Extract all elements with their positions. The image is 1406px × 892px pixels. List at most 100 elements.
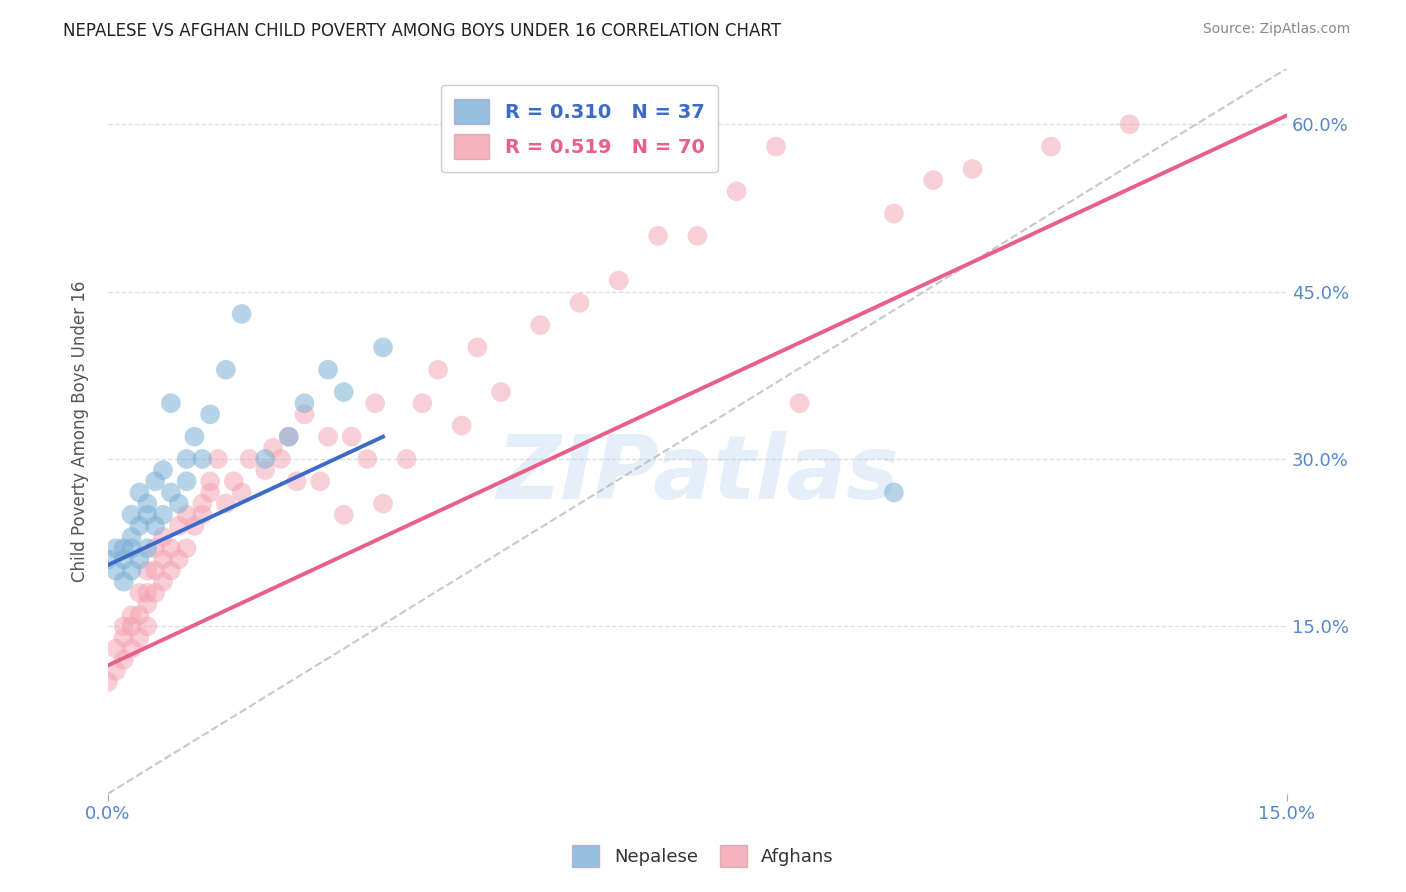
Point xyxy=(411,396,433,410)
Point xyxy=(607,273,630,287)
Point xyxy=(883,485,905,500)
Point xyxy=(765,139,787,153)
Point xyxy=(198,475,221,489)
Point xyxy=(191,497,214,511)
Point xyxy=(97,552,120,566)
Point xyxy=(1118,117,1140,131)
Point xyxy=(128,631,150,645)
Point xyxy=(183,430,205,444)
Point xyxy=(427,363,450,377)
Point xyxy=(529,318,551,332)
Point xyxy=(104,564,127,578)
Point xyxy=(686,228,709,243)
Point xyxy=(152,552,174,566)
Point xyxy=(136,597,159,611)
Point xyxy=(112,552,135,566)
Point xyxy=(294,408,316,422)
Point xyxy=(207,452,229,467)
Point xyxy=(285,475,308,489)
Point xyxy=(270,452,292,467)
Point xyxy=(143,586,166,600)
Point xyxy=(104,664,127,678)
Y-axis label: Child Poverty Among Boys Under 16: Child Poverty Among Boys Under 16 xyxy=(72,280,89,582)
Legend: Nepalese, Afghans: Nepalese, Afghans xyxy=(565,838,841,874)
Point xyxy=(136,586,159,600)
Point xyxy=(112,541,135,556)
Point xyxy=(128,608,150,623)
Point xyxy=(191,508,214,522)
Point xyxy=(789,396,811,410)
Point xyxy=(215,363,238,377)
Point xyxy=(176,475,198,489)
Point xyxy=(883,206,905,220)
Point xyxy=(143,564,166,578)
Point xyxy=(176,452,198,467)
Point xyxy=(128,519,150,533)
Point xyxy=(160,396,183,410)
Point xyxy=(152,574,174,589)
Point xyxy=(121,608,143,623)
Point xyxy=(104,541,127,556)
Point xyxy=(160,564,183,578)
Point xyxy=(167,497,190,511)
Point xyxy=(152,508,174,522)
Point xyxy=(725,184,748,198)
Point xyxy=(121,641,143,656)
Point xyxy=(152,463,174,477)
Point xyxy=(922,173,945,187)
Point xyxy=(277,430,299,444)
Point xyxy=(121,619,143,633)
Point xyxy=(231,307,253,321)
Point xyxy=(467,340,489,354)
Point xyxy=(231,485,253,500)
Point xyxy=(128,552,150,566)
Point xyxy=(112,619,135,633)
Point xyxy=(183,519,205,533)
Point xyxy=(222,475,245,489)
Point xyxy=(489,385,512,400)
Point xyxy=(143,475,166,489)
Point xyxy=(136,508,159,522)
Point xyxy=(97,675,120,690)
Point xyxy=(332,385,354,400)
Point xyxy=(136,497,159,511)
Point xyxy=(160,485,183,500)
Point xyxy=(395,452,418,467)
Point xyxy=(143,519,166,533)
Point xyxy=(294,396,316,410)
Point xyxy=(371,340,394,354)
Point xyxy=(167,519,190,533)
Text: NEPALESE VS AFGHAN CHILD POVERTY AMONG BOYS UNDER 16 CORRELATION CHART: NEPALESE VS AFGHAN CHILD POVERTY AMONG B… xyxy=(63,22,782,40)
Point xyxy=(254,452,277,467)
Point xyxy=(198,485,221,500)
Point xyxy=(215,497,238,511)
Point xyxy=(316,363,339,377)
Point xyxy=(176,508,198,522)
Point xyxy=(1040,139,1063,153)
Point xyxy=(121,564,143,578)
Point xyxy=(568,295,591,310)
Point xyxy=(277,430,299,444)
Point xyxy=(104,641,127,656)
Point xyxy=(121,530,143,544)
Point xyxy=(309,475,332,489)
Text: ZIPatlas: ZIPatlas xyxy=(496,431,898,518)
Point xyxy=(371,497,394,511)
Point xyxy=(136,564,159,578)
Text: Source: ZipAtlas.com: Source: ZipAtlas.com xyxy=(1202,22,1350,37)
Point xyxy=(121,508,143,522)
Point xyxy=(112,574,135,589)
Point xyxy=(647,228,669,243)
Point xyxy=(356,452,378,467)
Point xyxy=(136,541,159,556)
Point xyxy=(316,430,339,444)
Point xyxy=(136,619,159,633)
Point xyxy=(128,586,150,600)
Point xyxy=(160,541,183,556)
Point xyxy=(121,541,143,556)
Legend: R = 0.310   N = 37, R = 0.519   N = 70: R = 0.310 N = 37, R = 0.519 N = 70 xyxy=(440,86,718,172)
Point xyxy=(340,430,363,444)
Point xyxy=(238,452,260,467)
Point xyxy=(112,631,135,645)
Point xyxy=(152,530,174,544)
